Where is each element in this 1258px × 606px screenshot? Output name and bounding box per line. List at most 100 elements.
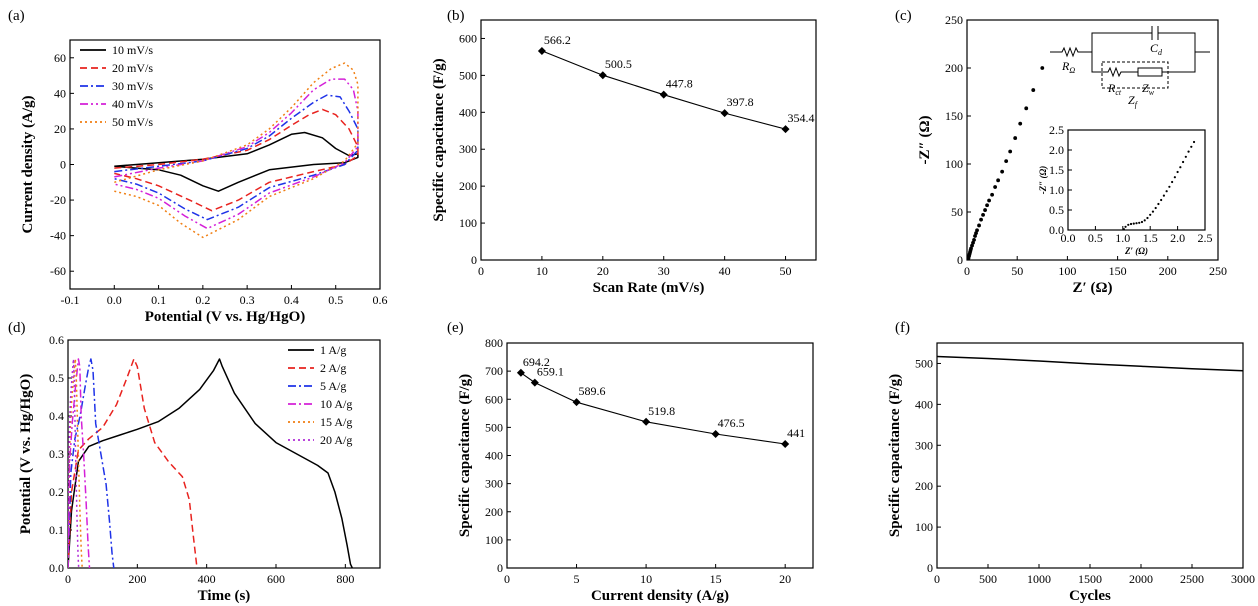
y-tick-label: -20 — [50, 193, 66, 207]
data-marker — [781, 439, 790, 448]
panel-label: (f) — [895, 320, 910, 336]
plot-frame — [1067, 129, 1206, 231]
x-tick-label: 2500 — [1180, 572, 1204, 586]
panel-a: (a) -0.1 0.0 0.1 0.2 0.3 0.4 0.5 0.6 -60 -40 -20 0 20… — [8, 8, 388, 325]
wire — [1162, 52, 1196, 73]
data-label: 519.8 — [648, 404, 675, 418]
inset-point — [1138, 221, 1141, 224]
data-point — [1040, 66, 1045, 70]
data-point — [972, 237, 976, 242]
inset-point — [1184, 155, 1187, 158]
inset-point — [1176, 170, 1179, 174]
y-tick-label: 50 — [951, 205, 963, 219]
faradaic-box — [1101, 61, 1169, 89]
y-tick-label: 0 — [471, 253, 477, 267]
x-tick-label: 0.3 — [240, 293, 255, 307]
y-tick-label: 2.0 — [1049, 143, 1064, 157]
resistor-r-omega — [1050, 46, 1092, 58]
data-point — [987, 198, 991, 203]
legend-entry: 2 A/g — [320, 361, 346, 375]
y-tick-label: 100 — [485, 533, 503, 547]
x-tick-label: 800 — [336, 572, 354, 586]
y-tick-label: 40 — [54, 86, 66, 100]
label-cd: Cd — [1150, 41, 1163, 57]
data-label: 354.4 — [788, 111, 815, 125]
data-point — [1013, 136, 1018, 140]
x-tick-label: 40 — [719, 264, 731, 278]
panel-label: (b) — [447, 8, 465, 24]
y-tick-label: 0 — [60, 158, 66, 172]
plot-frame — [936, 342, 1244, 569]
data-point — [990, 192, 994, 197]
x-tick-label: 2.0 — [1170, 231, 1185, 245]
legend-entry: 20 A/g — [320, 433, 352, 447]
inset-point — [1179, 166, 1182, 169]
y-tick-label: 100 — [459, 216, 477, 230]
y-axis-label: Specific capacitance (F/g) — [431, 58, 447, 221]
data-point — [975, 228, 979, 233]
data-label: 476.5 — [718, 416, 745, 430]
circuit-symbol: C — [1150, 41, 1159, 55]
x-tick-label: 3000 — [1231, 572, 1255, 586]
y-axis-label: Specific capacitance (F/g) — [887, 374, 903, 537]
y-tick-label: 1.5 — [1049, 163, 1064, 177]
data-marker — [598, 71, 607, 80]
x-axis-label: Time (s) — [198, 588, 251, 604]
circuit-subscript: f — [1135, 100, 1139, 109]
inset-point — [1149, 213, 1152, 216]
series-line-3 — [68, 358, 91, 568]
y-tick-label: 0.4 — [49, 409, 64, 423]
data-marker — [781, 125, 790, 134]
inset-point — [1140, 220, 1144, 224]
inset-plot: 0.0 0.5 1.0 1.5 2.0 2.5 0.0 0.5 1.0 1.5 2.0 2.5 Z′ (… — [1038, 123, 1213, 256]
data-point — [969, 246, 973, 251]
equivalent-circuit — [1050, 26, 1210, 89]
inset-point — [1187, 150, 1190, 153]
legend-entry: 15 A/g — [320, 415, 352, 429]
x-tick-label: 5 — [574, 572, 580, 586]
series-line-4 — [68, 358, 83, 568]
legend-entry: 50 mV/s — [112, 115, 153, 129]
legend-entry: 40 mV/s — [112, 97, 153, 111]
y-tick-label: 100 — [915, 520, 933, 534]
plot-frame — [69, 39, 381, 290]
x-axis-label: Cycles — [1069, 588, 1111, 604]
x-tick-label: 30 — [658, 264, 670, 278]
circuit-subscript: Ω — [1069, 66, 1075, 75]
y-tick-label: 300 — [915, 438, 933, 452]
x-axis-label: Z′ (Ω) — [1073, 280, 1113, 296]
x-tick-label: 200 — [128, 572, 146, 586]
y-axis-label: -Z″ (Ω) — [917, 115, 933, 164]
y-tick-label: 0 — [927, 561, 933, 575]
inset-point — [1165, 190, 1168, 193]
x-tick-label: 0.4 — [284, 293, 299, 307]
y-tick-label: 0.6 — [49, 333, 64, 347]
y-tick-label: 2.5 — [1049, 123, 1064, 137]
data-point — [971, 240, 975, 245]
y-tick-label: 0.5 — [49, 371, 64, 385]
inset-point — [1151, 210, 1155, 213]
y-tick-label: 700 — [485, 364, 503, 378]
circuit-subscript: w — [1149, 88, 1155, 97]
y-tick-label: 0.1 — [49, 523, 64, 537]
data-marker — [711, 429, 720, 438]
x-tick-label: 0.1 — [151, 293, 166, 307]
data-point — [996, 178, 1001, 183]
inset-point — [1154, 206, 1157, 210]
plot-area — [516, 368, 790, 448]
inset-point — [1135, 222, 1138, 225]
plot-area — [537, 46, 790, 134]
inset-point — [1192, 140, 1196, 144]
x-tick-label: 20 — [779, 572, 791, 586]
x-tick-label: 15 — [710, 572, 722, 586]
panel-e: (e)0 5 10 15 200100200300400500600700800Curr… — [447, 320, 814, 604]
x-tick-label: 2.5 — [1198, 231, 1213, 245]
data-marker — [720, 109, 729, 118]
series-line-3 — [114, 78, 359, 230]
label-zw: Zw — [1142, 81, 1155, 97]
x-tick-label: 200 — [1159, 264, 1177, 278]
data-point — [983, 208, 987, 212]
plot-frame — [480, 19, 817, 261]
